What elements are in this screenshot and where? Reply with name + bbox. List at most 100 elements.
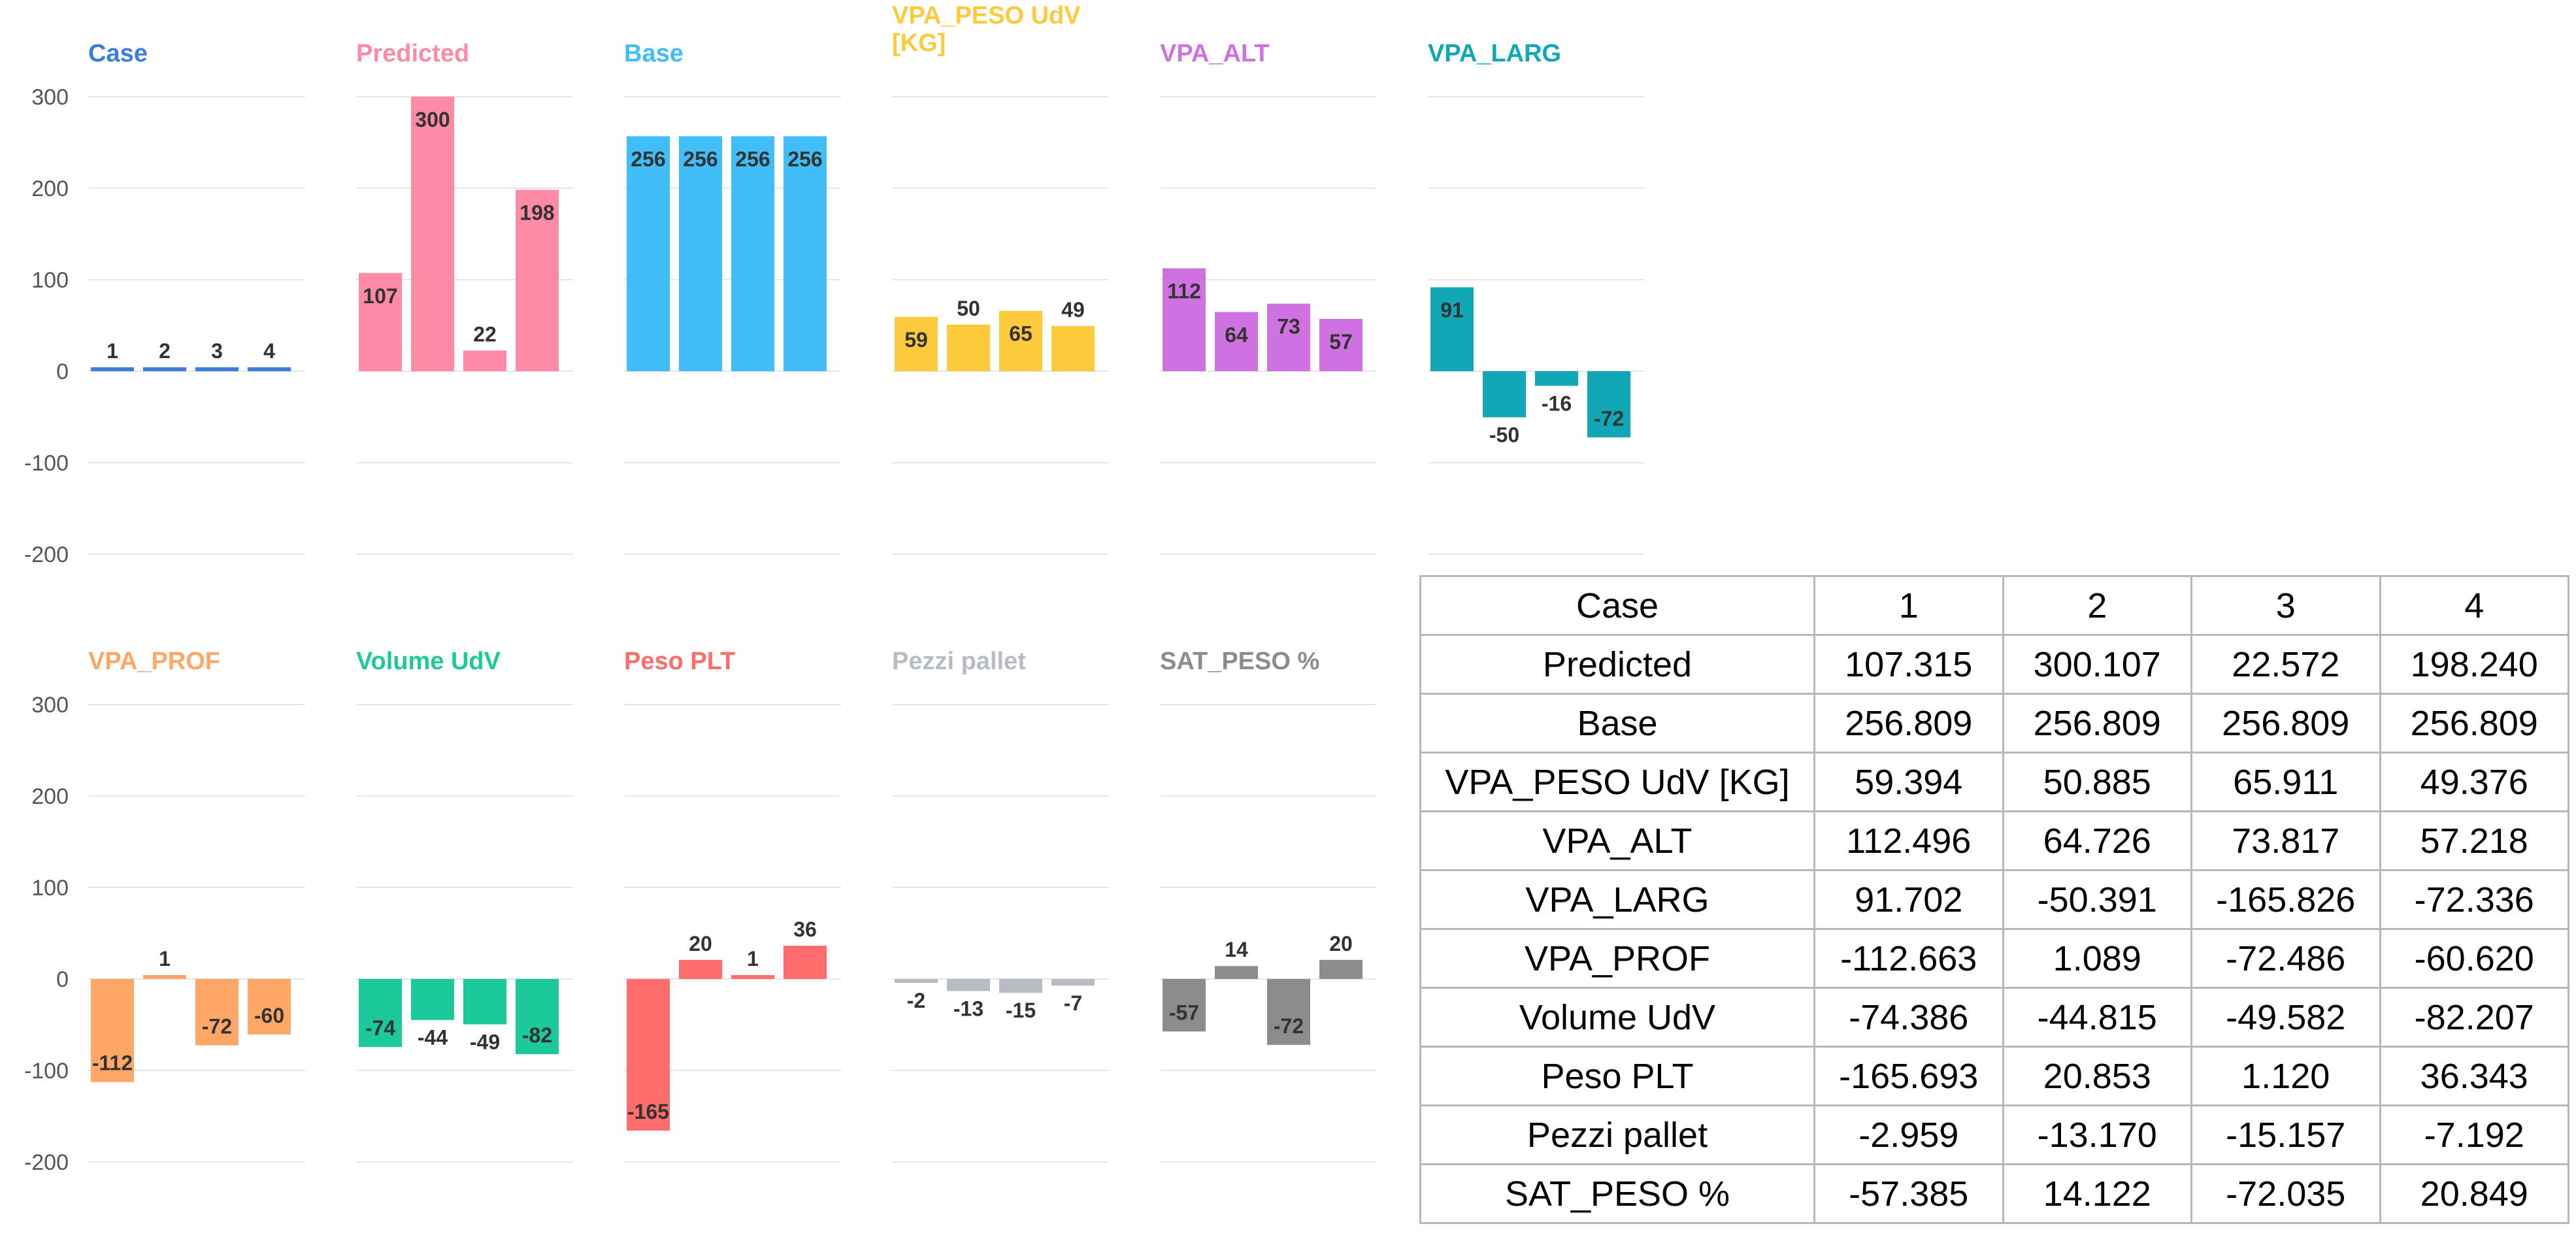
y-tick-label: 200 bbox=[31, 176, 69, 201]
table-row: Base 256.809 256.809 256.809 256.809 bbox=[1419, 693, 2569, 754]
bar-3 bbox=[1267, 979, 1310, 1045]
bar-4 bbox=[784, 136, 827, 371]
table-cell: -72.035 bbox=[2190, 1163, 2381, 1224]
table-cell: -74.386 bbox=[1813, 987, 2004, 1048]
panel-title: VPA_LARG bbox=[1428, 40, 1561, 67]
panel-title: [KG] bbox=[892, 29, 946, 57]
data-label: -16 bbox=[1542, 391, 1572, 415]
table-row-label: Peso PLT bbox=[1419, 1046, 1815, 1106]
bar-2 bbox=[143, 975, 186, 979]
table-cell: 36.343 bbox=[2379, 1046, 2569, 1106]
data-label: 73 bbox=[1277, 315, 1300, 339]
data-label: -165 bbox=[627, 1100, 669, 1123]
table-cell: 49.376 bbox=[2379, 752, 2569, 812]
table-row-label: Pezzi pallet bbox=[1419, 1104, 1815, 1165]
bar-3 bbox=[195, 367, 239, 371]
table-row: VPA_LARG 91.702 -50.391 -165.826 -72.336 bbox=[1419, 869, 2569, 930]
table-cell: 300.107 bbox=[2002, 634, 2192, 695]
table-cell: 20.849 bbox=[2379, 1163, 2569, 1224]
table-row-label: SAT_PESO % bbox=[1419, 1163, 1815, 1224]
bar-4 bbox=[1319, 959, 1362, 979]
table-row: Volume UdV -74.386 -44.815 -49.582 -82.207 bbox=[1419, 987, 2569, 1048]
bar-1 bbox=[895, 979, 938, 983]
bar-3 bbox=[195, 979, 239, 1046]
y-tick-label: -200 bbox=[24, 542, 69, 567]
data-label: -44 bbox=[418, 1026, 448, 1050]
data-label: 22 bbox=[473, 322, 497, 346]
data-label: -15 bbox=[1006, 999, 1036, 1022]
table-cell: 256.809 bbox=[2379, 693, 2569, 754]
panel-title: VPA_PROF bbox=[88, 648, 220, 675]
data-label: 50 bbox=[957, 297, 980, 320]
bar-3 bbox=[1267, 303, 1310, 371]
panel-title: Peso PLT bbox=[624, 648, 735, 675]
table-cell: -57.385 bbox=[1813, 1163, 2004, 1224]
bar-1 bbox=[627, 979, 670, 1131]
data-label: 49 bbox=[1061, 298, 1085, 322]
data-label: -72 bbox=[1274, 1014, 1304, 1038]
data-label: 3 bbox=[211, 339, 223, 363]
table-cell: -60.620 bbox=[2379, 928, 2569, 989]
table-row-label: Predicted bbox=[1419, 634, 1815, 695]
bar-2 bbox=[411, 979, 454, 1020]
data-label: -60 bbox=[254, 1004, 284, 1027]
bar-1 bbox=[1163, 979, 1206, 1032]
table-cell: -82.207 bbox=[2379, 987, 2569, 1048]
table-cell: 14.122 bbox=[2002, 1163, 2192, 1224]
bar-4 bbox=[1319, 318, 1362, 371]
table-row-label: VPA_PESO UdV [KG] bbox=[1419, 752, 1815, 812]
bar-1 bbox=[627, 136, 670, 371]
table-cell: -72.486 bbox=[2190, 928, 2381, 989]
y-tick-label: 0 bbox=[56, 359, 69, 384]
bar-1 bbox=[91, 367, 134, 371]
table-cell: 2 bbox=[2002, 575, 2192, 636]
data-label: 36 bbox=[793, 918, 817, 941]
bar-3 bbox=[999, 310, 1042, 371]
data-label: -2 bbox=[907, 989, 925, 1012]
bar-2 bbox=[411, 96, 454, 371]
table-cell: 256.809 bbox=[2002, 693, 2192, 754]
y-tick-label: -100 bbox=[24, 451, 69, 476]
data-label: -82 bbox=[522, 1023, 552, 1047]
table-cell: 1.120 bbox=[2190, 1046, 2381, 1106]
data-label: 57 bbox=[1329, 330, 1353, 354]
data-label: 4 bbox=[263, 339, 275, 363]
table-cell: 256.809 bbox=[2190, 693, 2381, 754]
table-row-label: VPA_ALT bbox=[1419, 810, 1815, 871]
data-label: -50 bbox=[1489, 423, 1519, 447]
data-label: 256 bbox=[683, 147, 718, 171]
table-cell: -72.336 bbox=[2379, 869, 2569, 930]
table-row-label: VPA_PROF bbox=[1419, 928, 1815, 989]
y-tick-label: 100 bbox=[31, 876, 69, 901]
data-label: 1 bbox=[107, 339, 118, 363]
table-cell: 73.817 bbox=[2190, 810, 2381, 871]
data-table: Case 1 2 3 4 Predicted 107.315 300.107 22.572 198… bbox=[1419, 575, 2569, 1224]
data-label: 112 bbox=[1167, 280, 1201, 303]
data-label: 91 bbox=[1440, 299, 1464, 322]
bar-3 bbox=[1535, 371, 1578, 386]
data-label: -72 bbox=[202, 1014, 232, 1038]
table-row-label: Case bbox=[1419, 575, 1815, 636]
table-cell: -112.663 bbox=[1813, 928, 2004, 989]
table-cell: 20.853 bbox=[2002, 1046, 2192, 1106]
table-cell: -2.959 bbox=[1813, 1104, 2004, 1165]
table-cell: 22.572 bbox=[2190, 634, 2381, 695]
table-cell: -165.826 bbox=[2190, 869, 2381, 930]
table-cell: 59.394 bbox=[1813, 752, 2004, 812]
data-label: -57 bbox=[1169, 1001, 1199, 1024]
table-row-label: VPA_LARG bbox=[1419, 869, 1815, 930]
data-label: -49 bbox=[470, 1030, 500, 1053]
data-label: -112 bbox=[92, 1052, 133, 1075]
data-label: 20 bbox=[689, 932, 712, 955]
table-cell: 65.911 bbox=[2190, 752, 2381, 812]
bar-3 bbox=[463, 350, 506, 371]
data-label: 1 bbox=[747, 947, 759, 970]
y-tick-label: -100 bbox=[24, 1059, 69, 1084]
y-tick-label: 300 bbox=[31, 693, 69, 718]
table-cell: 1.089 bbox=[2002, 928, 2192, 989]
bar-1 bbox=[359, 273, 402, 371]
bar-2 bbox=[679, 136, 722, 371]
panel-title: SAT_PESO % bbox=[1160, 648, 1319, 675]
table-cell: 91.702 bbox=[1813, 869, 2004, 930]
bar-1 bbox=[1430, 287, 1474, 371]
